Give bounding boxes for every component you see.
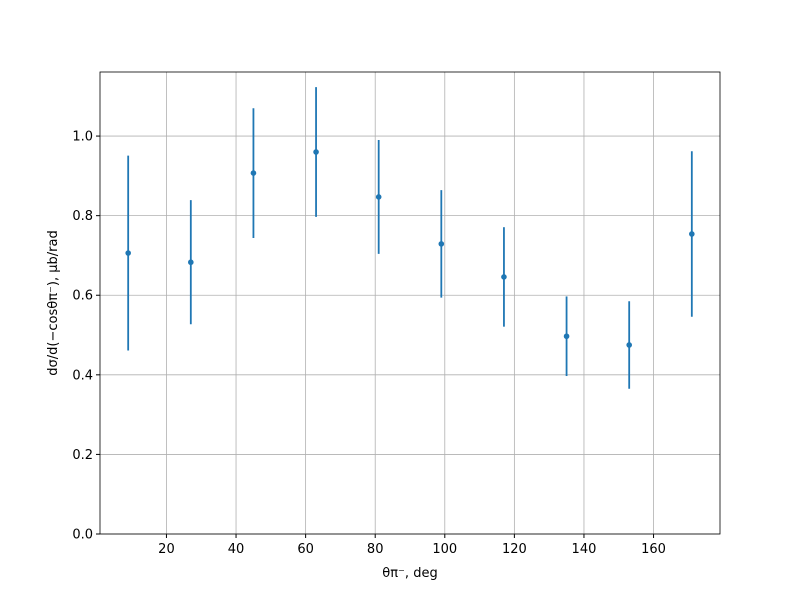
y-tick-label: 0.2 <box>72 448 93 463</box>
data-point <box>626 342 632 348</box>
data-point <box>438 241 445 247</box>
x-tick-label: 120 <box>502 542 527 557</box>
y-axis-label: dσ/d(−cosθπ⁻), μb/rad <box>46 230 61 375</box>
data-point <box>250 170 257 176</box>
x-tick-label: 60 <box>297 542 314 557</box>
x-axis-label: θπ⁻, deg <box>382 566 437 581</box>
plot-frame <box>99 71 721 535</box>
data-point <box>501 274 507 280</box>
x-tick-label: 40 <box>228 542 245 557</box>
x-tick-label: 20 <box>158 542 175 557</box>
x-tick-label: 160 <box>641 542 666 557</box>
data-point <box>313 149 319 155</box>
data-point <box>125 250 131 256</box>
y-tick-label: 0.6 <box>72 289 93 304</box>
y-tick-label: 1.0 <box>72 130 93 145</box>
data-point <box>689 231 695 237</box>
y-tick-label: 0.8 <box>72 209 93 224</box>
data-point <box>563 333 570 340</box>
y-tick-label: 0.0 <box>72 528 93 543</box>
x-tick-label: 100 <box>432 542 457 557</box>
x-tick-label: 140 <box>572 542 597 557</box>
data-point <box>188 259 194 266</box>
y-tick-label: 0.4 <box>72 368 93 383</box>
x-tick-label: 80 <box>367 542 384 557</box>
data-point <box>375 194 382 200</box>
